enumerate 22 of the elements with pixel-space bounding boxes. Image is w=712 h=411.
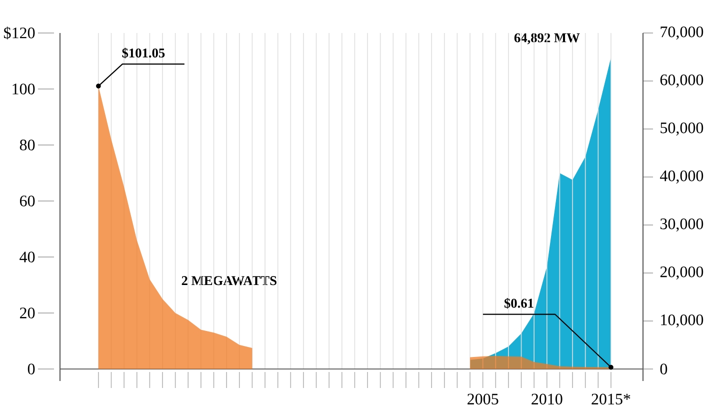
y-tick-label: 0 [28, 364, 35, 374]
y2-tick-label: 50,000 [660, 122, 704, 136]
x-tick-label: 2015* [592, 394, 630, 404]
y2-tick-label: 0 [660, 364, 668, 374]
y2-tick-label: 70,000 [660, 26, 704, 40]
annotation: $101.05 [122, 48, 165, 58]
y2-tick-label: 40,000 [660, 170, 704, 184]
y-tick-label: 20 [20, 308, 35, 318]
x-tick-label: 2010 [532, 394, 562, 404]
y-tick-label: 60 [20, 196, 35, 206]
y-tick-label: 40 [20, 252, 35, 262]
y2-tick-label: 20,000 [660, 266, 704, 280]
x-tick-label: 2005 [468, 394, 498, 404]
annotation: 64,892 MW [514, 33, 580, 44]
y2-tick-label: 10,000 [661, 314, 704, 328]
y-tick-label: 100 [12, 84, 35, 94]
y-tick-label: $120 [4, 26, 35, 40]
annotation: 2 MEGAWATTS [182, 276, 276, 286]
annotation: $0.61 [504, 298, 534, 309]
y-tick-label: 80 [20, 140, 35, 150]
y2-tick-label: 30,000 [660, 218, 704, 232]
y2-tick-label: 60,000 [660, 74, 704, 88]
